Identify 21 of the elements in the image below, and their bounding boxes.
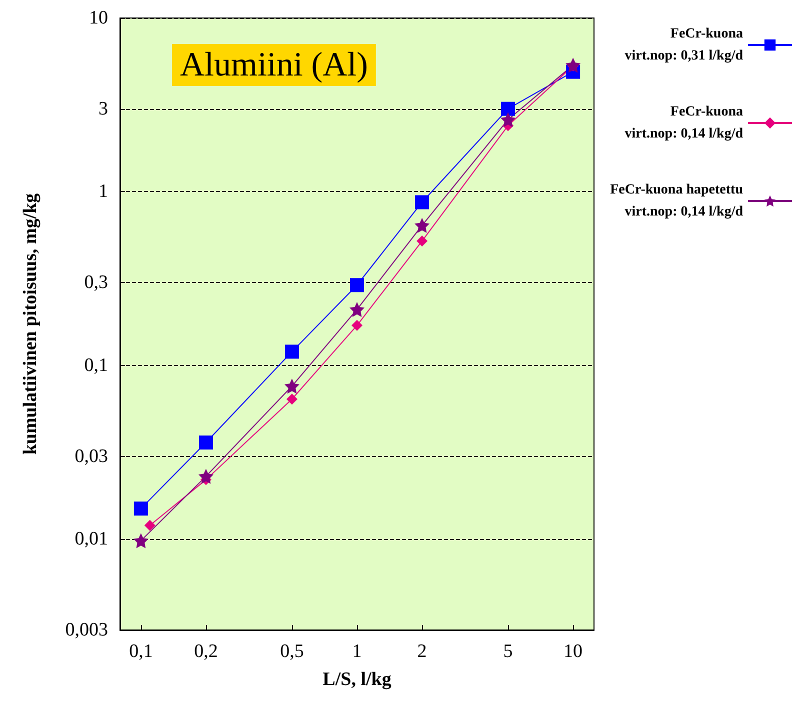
text: Alumiini (Al) xyxy=(180,46,368,84)
x-tick-label: 2 xyxy=(417,641,427,662)
legend-label: FeCr-kuona virt.nop: 0,14 l/kg/d xyxy=(624,104,744,142)
x-tick-label: 1 xyxy=(352,641,362,662)
legend-label: FeCr-kuona hapetettu virt.nop: 0,14 l/kg/d xyxy=(610,182,744,220)
x-tick-label: 10 xyxy=(564,641,583,662)
y-tick-label: 1 xyxy=(98,181,108,202)
x-tick-label: 5 xyxy=(503,641,513,662)
x-axis-title: L/S, l/kg xyxy=(322,669,392,690)
y-tick-label: 3 xyxy=(98,98,108,120)
y-tick-label: 0,003 xyxy=(65,620,108,640)
y-tick-label: 0,3 xyxy=(84,272,108,294)
y-axis-title: kumulatiivinen pitoisuus, mg/kg xyxy=(20,192,41,455)
y-tick-label: 0,1 xyxy=(84,354,108,376)
y-tick-label: 0,03 xyxy=(74,446,108,467)
x-tick-label: 0,5 xyxy=(280,641,304,662)
y-tick-label: 0,01 xyxy=(74,528,108,550)
y-tick-label: 10 xyxy=(89,8,108,28)
x-tick-label: 0,2 xyxy=(194,641,218,662)
legend-label: FeCr-kuona virt.nop: 0,31 l/kg/d xyxy=(624,26,744,64)
x-tick-label: 0,1 xyxy=(129,641,153,662)
